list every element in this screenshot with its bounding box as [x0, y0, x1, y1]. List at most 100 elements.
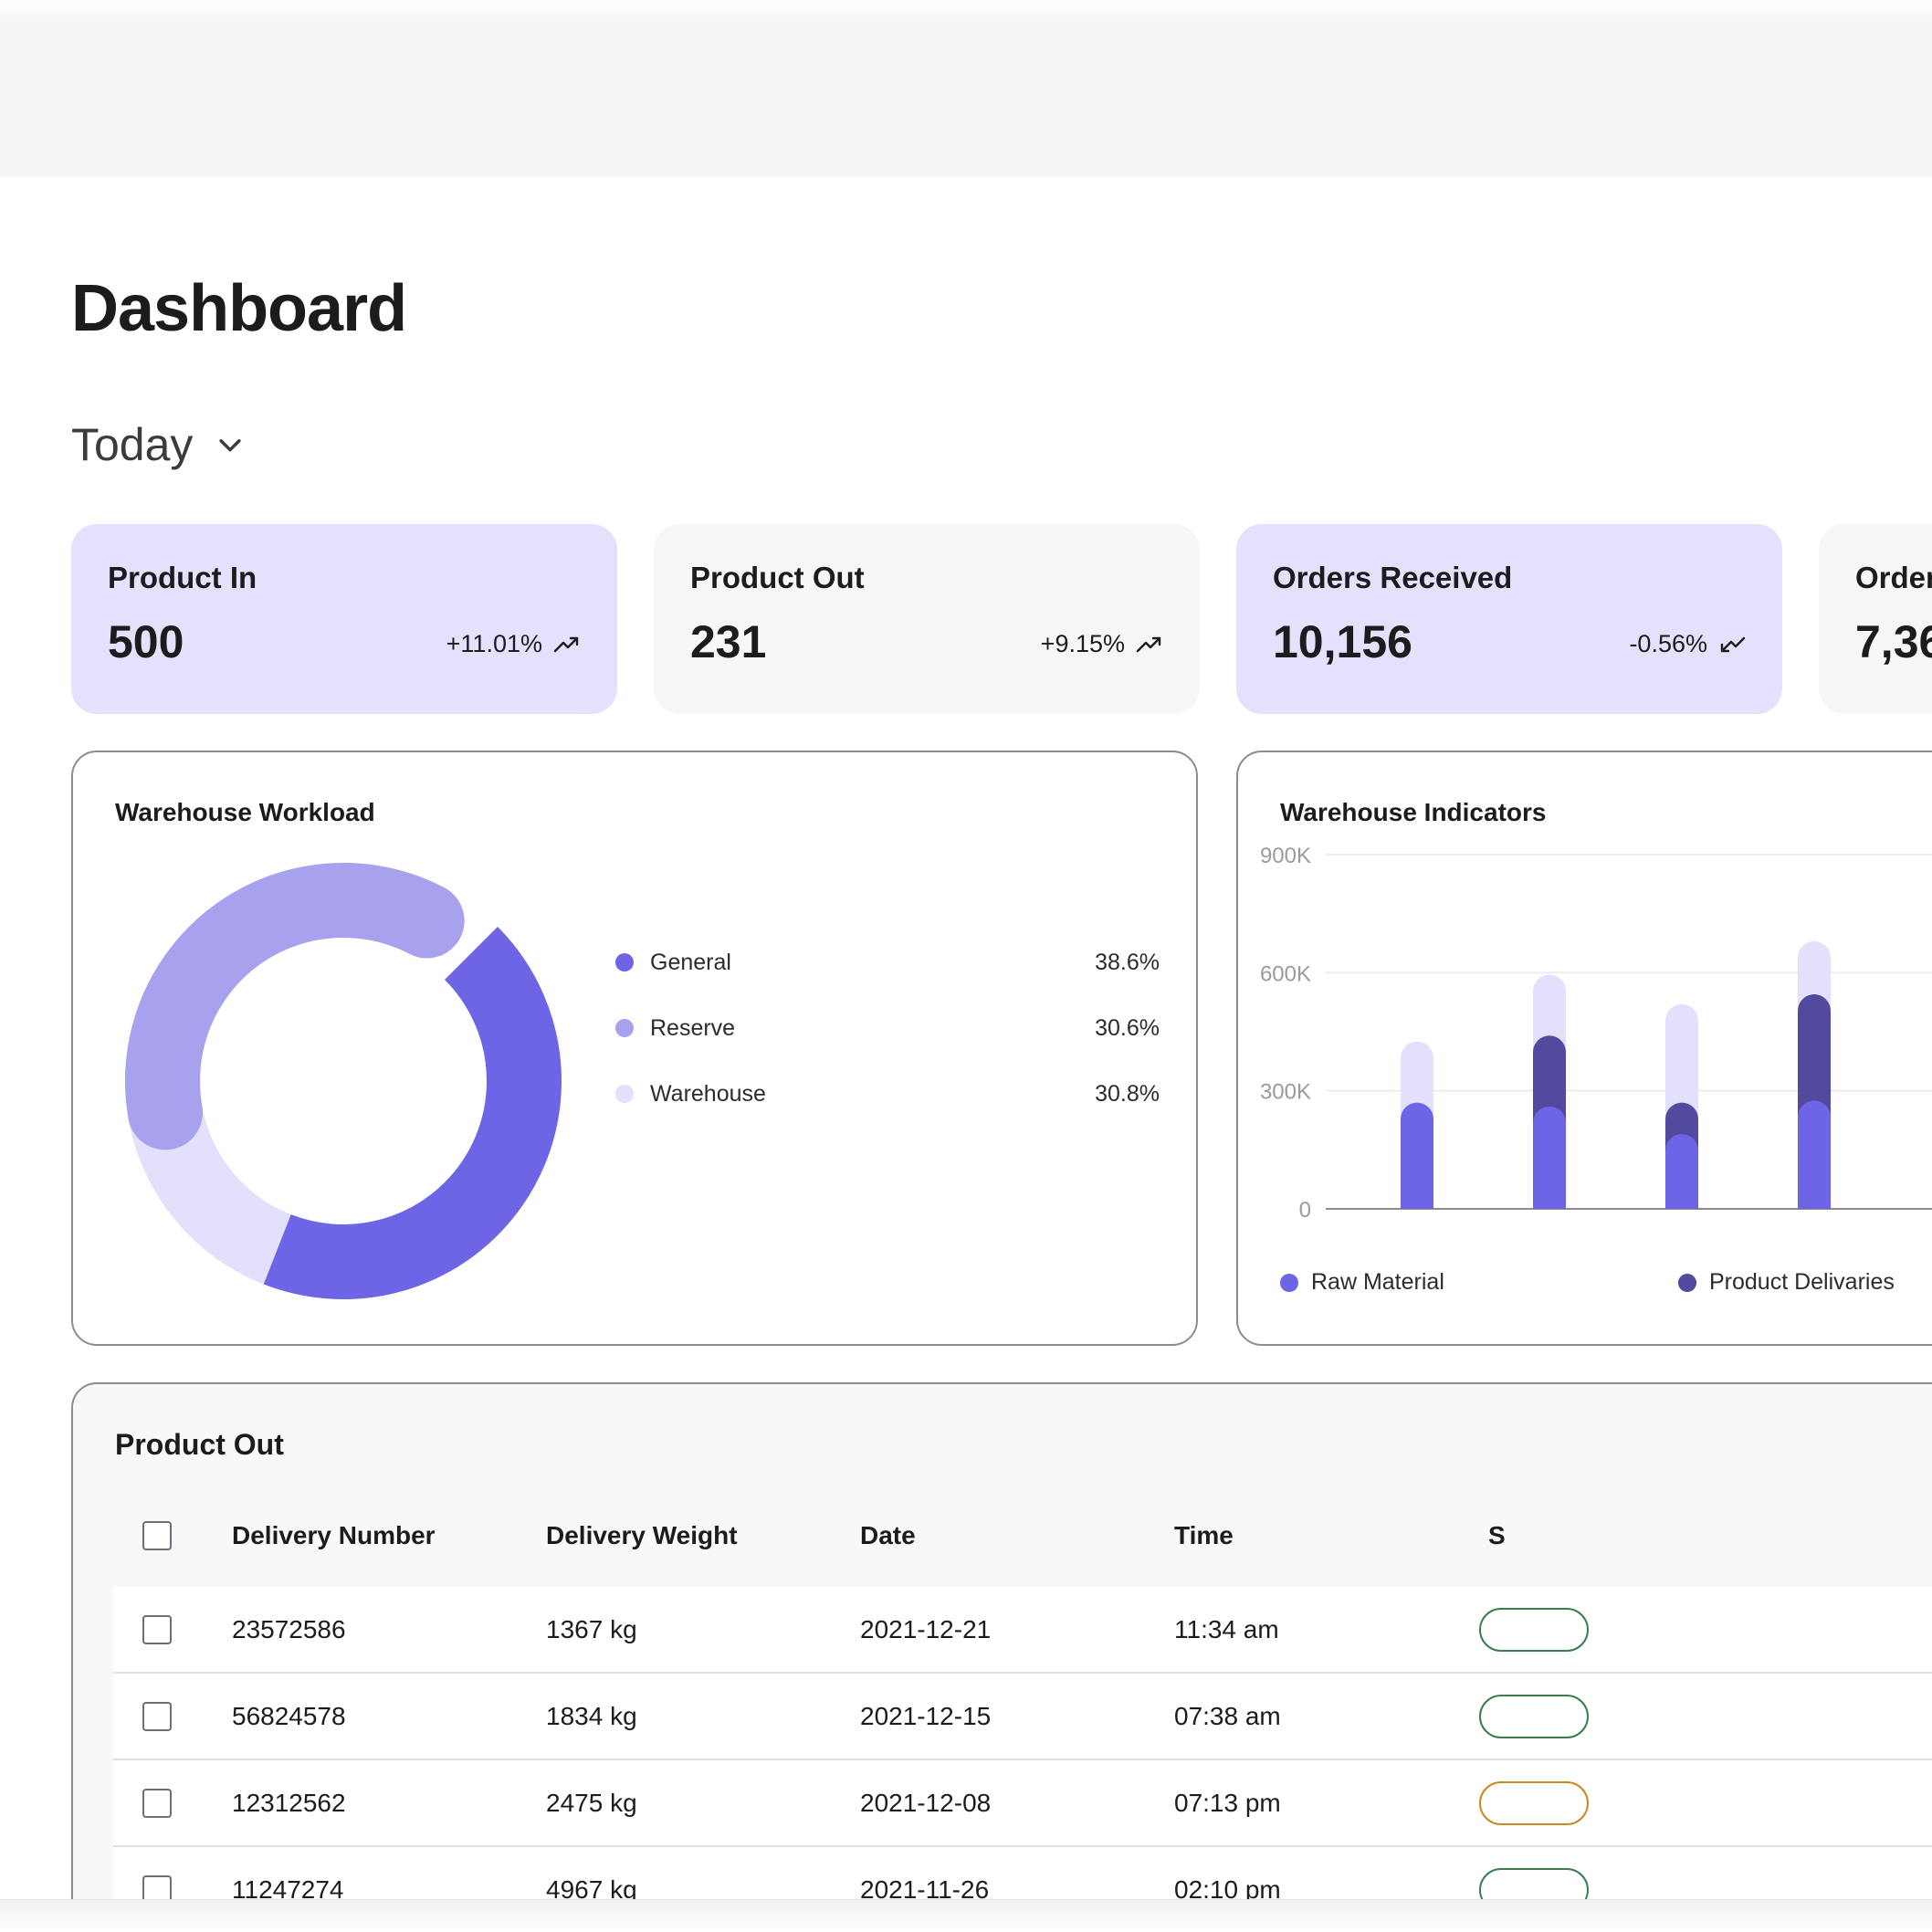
column-header-delivery-weight[interactable]: Delivery Weight — [546, 1521, 738, 1549]
stat-change: +9.15% — [1041, 630, 1163, 658]
table-row[interactable]: 56824578 1834 kg 2021-12-15 07:38 am — [113, 1674, 1932, 1760]
legend-value: 30.6% — [1095, 1014, 1160, 1041]
page-title: Dashboard — [71, 272, 407, 345]
bar-raw-material-base — [1665, 1192, 1698, 1209]
legend-item-product-deliveries: Product Delivaries — [1678, 1269, 1895, 1296]
stat-value: 231 — [690, 616, 767, 667]
column-header-delivery-number[interactable]: Delivery Number — [232, 1521, 436, 1549]
bar-raw-material-base — [1798, 1192, 1831, 1209]
main-content: Dashboard Today Product In 500 +11.01% P… — [0, 177, 1932, 1899]
column-header-status[interactable]: S — [1488, 1521, 1506, 1549]
delivery-number: 56824578 — [232, 1701, 346, 1730]
legend-item-reserve: Reserve 30.6% — [615, 1010, 1160, 1046]
delivery-time: 11:34 am — [1174, 1614, 1279, 1643]
delivery-number: 11247274 — [232, 1874, 344, 1900]
stat-value: 7,36 — [1855, 616, 1932, 667]
stat-card-product-in[interactable]: Product In 500 +11.01% — [71, 524, 617, 714]
legend-item-general: General 38.6% — [615, 944, 1160, 981]
delivery-number: 23572586 — [232, 1614, 346, 1643]
legend-label: Product Delivaries — [1709, 1269, 1895, 1295]
status-badge — [1479, 1607, 1589, 1652]
y-tick-label: 0 — [1299, 1198, 1311, 1223]
legend-label: Warehouse — [650, 1080, 766, 1107]
row-checkbox[interactable] — [142, 1614, 172, 1644]
delivery-time: 07:13 pm — [1174, 1788, 1281, 1817]
window-top-edge — [0, 0, 1932, 31]
delivery-date: 2021-12-15 — [860, 1701, 992, 1730]
delivery-weight: 2475 kg — [546, 1788, 637, 1817]
donut-slice-reserve — [125, 863, 562, 1299]
bar-raw-material-base — [1533, 1192, 1566, 1209]
top-bar — [0, 31, 1932, 177]
legend-value: 30.8% — [1095, 1080, 1160, 1107]
y-tick-label: 600K — [1260, 961, 1311, 986]
delivery-weight: 1367 kg — [546, 1614, 637, 1643]
row-checkbox[interactable] — [142, 1701, 172, 1731]
stat-change: +11.01% — [446, 630, 581, 658]
delivery-date: 2021-12-08 — [860, 1788, 992, 1817]
chevron-down-icon — [219, 439, 242, 452]
window-bottom-edge — [0, 1899, 1932, 1932]
legend-value: 38.6% — [1095, 949, 1160, 975]
stat-card-orders-received[interactable]: Orders Received 10,156 -0.56% — [1236, 524, 1782, 714]
warehouse-indicators-panel: Warehouse Indicators 0 300K 600K 900K Raw M… — [1236, 751, 1932, 1346]
stat-title: Product Out — [690, 561, 865, 594]
stat-title: Orders — [1855, 561, 1932, 594]
legend-dot — [615, 1019, 634, 1037]
bar-raw-material — [1401, 1102, 1433, 1209]
stat-value: 10,156 — [1273, 616, 1412, 667]
bar-raw-material — [1798, 1100, 1831, 1209]
legend-item-raw-material: Raw Material — [1280, 1269, 1444, 1296]
legend-label: Reserve — [650, 1014, 736, 1041]
stat-change-value: -0.56% — [1629, 630, 1707, 657]
stat-title: Orders Received — [1273, 561, 1513, 594]
bar-raw-material-base — [1401, 1192, 1433, 1209]
delivery-weight: 4967 kg — [546, 1874, 637, 1900]
select-all-checkbox[interactable] — [142, 1521, 172, 1550]
warehouse-workload-panel: Warehouse Workload General 38.6% Reserve… — [71, 751, 1198, 1346]
delivery-time: 02:10 pm — [1174, 1874, 1281, 1900]
trend-up-icon — [553, 636, 579, 652]
delivery-time: 07:38 am — [1174, 1701, 1281, 1730]
table-title: Product Out — [115, 1428, 284, 1461]
stat-title: Product In — [108, 561, 257, 594]
table-row[interactable]: 12312562 2475 kg 2021-12-08 07:13 pm — [113, 1760, 1932, 1847]
delivery-weight: 1834 kg — [546, 1701, 637, 1730]
legend-item-warehouse: Warehouse 30.8% — [615, 1076, 1160, 1112]
stat-card-orders[interactable]: Orders 7,36 — [1819, 524, 1932, 714]
legend-label: Raw Material — [1311, 1269, 1444, 1295]
stat-card-product-out[interactable]: Product Out 231 +9.15% — [654, 524, 1200, 714]
indicators-bar-chart: 0 300K 600K 900K — [1260, 844, 1932, 1223]
trend-up-icon — [1136, 636, 1161, 652]
status-badge — [1479, 1780, 1589, 1825]
stat-change: -0.56% — [1629, 630, 1746, 658]
stat-change-value: +9.15% — [1040, 630, 1125, 657]
trend-down-icon — [1720, 636, 1746, 652]
legend-dot — [1280, 1273, 1298, 1292]
row-checkbox[interactable] — [142, 1788, 172, 1818]
period-dropdown[interactable]: Today — [71, 418, 246, 471]
workload-donut-chart — [124, 863, 562, 1299]
stat-value: 500 — [108, 616, 184, 667]
panel-title: Warehouse Indicators — [1280, 798, 1547, 826]
legend-label: General — [650, 949, 731, 975]
legend-dot — [615, 953, 634, 971]
panel-title: Warehouse Workload — [115, 798, 375, 826]
table-row[interactable]: 11247274 4967 kg 2021-11-26 02:10 pm — [113, 1847, 1932, 1899]
legend-dot — [1678, 1273, 1696, 1292]
bar-raw-material — [1665, 1134, 1698, 1209]
status-badge — [1479, 1694, 1589, 1738]
delivery-date: 2021-12-21 — [860, 1614, 992, 1643]
table-row[interactable]: 23572586 1367 kg 2021-12-21 11:34 am — [113, 1587, 1932, 1674]
column-header-time[interactable]: Time — [1174, 1521, 1234, 1549]
y-tick-label: 900K — [1260, 844, 1311, 868]
delivery-date: 2021-11-26 — [860, 1874, 990, 1900]
y-tick-label: 300K — [1260, 1080, 1311, 1105]
column-header-date[interactable]: Date — [860, 1521, 916, 1549]
product-out-table-panel: Product Out Delivery Number Delivery Wei… — [71, 1382, 1932, 1899]
legend-dot — [615, 1085, 634, 1103]
status-badge — [1479, 1867, 1589, 1899]
row-checkbox[interactable] — [142, 1874, 172, 1899]
delivery-number: 12312562 — [232, 1788, 346, 1817]
